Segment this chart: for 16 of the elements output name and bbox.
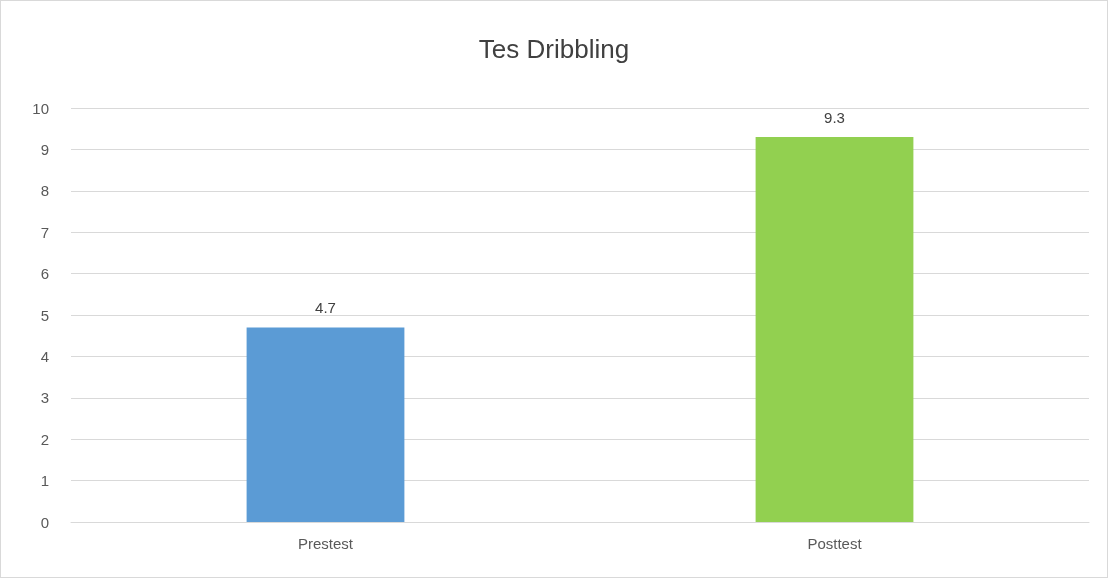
y-tick-label: 6 xyxy=(40,265,49,283)
y-tick-label: 7 xyxy=(40,223,49,241)
y-tick-label: 8 xyxy=(40,182,49,200)
chart-title: Tes Dribbling xyxy=(478,34,630,64)
y-tick-label: 3 xyxy=(40,389,49,407)
y-tick-label: 5 xyxy=(40,306,49,324)
y-tick-label: 1 xyxy=(40,472,49,490)
data-label: 4.7 xyxy=(315,299,336,317)
y-tick-label: 2 xyxy=(40,430,49,448)
y-tick-label: 0 xyxy=(40,513,49,531)
data-label: 9.3 xyxy=(824,108,845,126)
y-tick-label: 9 xyxy=(40,140,49,158)
x-tick-label: Posttest xyxy=(807,535,863,552)
y-tick-label: 4 xyxy=(40,347,49,365)
x-tick-label: Prestest xyxy=(297,535,354,552)
y-tick-label: 10 xyxy=(32,99,49,117)
